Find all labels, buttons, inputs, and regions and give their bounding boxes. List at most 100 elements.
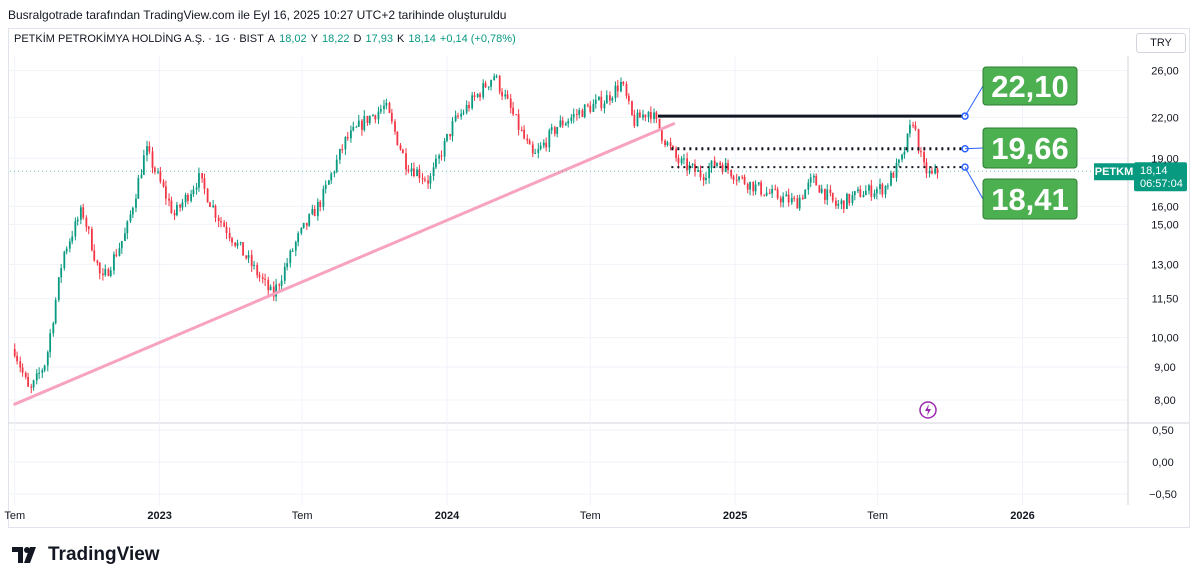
candle-body [886, 185, 889, 187]
candle-body [223, 222, 226, 227]
lightning-bolt-icon [925, 404, 931, 416]
candle-body [294, 242, 297, 251]
label-connector [964, 85, 984, 117]
candle-body [446, 134, 448, 141]
candle-body [407, 169, 410, 172]
candle-body [269, 286, 272, 291]
candle-body [421, 178, 424, 180]
candle-body [76, 219, 79, 222]
candle-body [416, 169, 418, 177]
candle-body [93, 250, 96, 261]
candle-body [746, 183, 749, 190]
candle-body [548, 130, 551, 148]
tradingview-logo[interactable]: TradingView [12, 544, 160, 566]
candle-body [374, 115, 377, 120]
candle-body [622, 81, 625, 84]
currency-button[interactable]: TRY [1136, 33, 1186, 53]
price-tick-label: 22,00 [1151, 112, 1179, 124]
candle-body [104, 269, 107, 276]
candle-body [115, 254, 118, 256]
candle-body [517, 114, 520, 130]
candle-body [195, 187, 198, 190]
candle-body [625, 83, 628, 96]
candle-body [168, 198, 170, 201]
candle-body [879, 184, 881, 190]
candle-body [57, 277, 60, 300]
candle-body [484, 83, 487, 88]
candle-body [322, 188, 325, 207]
candle-body [473, 95, 476, 97]
candle-body [906, 133, 909, 152]
candle-body [65, 248, 68, 252]
indicator-tick-label: −0,50 [1149, 489, 1177, 501]
candle-body [32, 380, 35, 388]
candle-body [118, 248, 121, 256]
candle-body [30, 386, 33, 388]
candle-body [614, 85, 617, 99]
candle-body [327, 180, 330, 185]
candle-body [616, 85, 619, 92]
candle-body [192, 189, 195, 195]
indicator-tick-label: 0,00 [1152, 457, 1173, 469]
candle-body [352, 126, 355, 131]
candle-body [771, 188, 774, 194]
candle-body [901, 154, 903, 160]
price-tick-label: 19,00 [1151, 153, 1179, 165]
candle-body [278, 284, 281, 286]
candle-body [280, 280, 283, 286]
price-tick-label: 15,00 [1151, 219, 1179, 231]
candle-body [377, 111, 380, 120]
candle-body [727, 162, 729, 171]
candle-body [881, 184, 884, 195]
candle-body [173, 213, 176, 216]
candle-body [760, 182, 763, 195]
candle-body [890, 172, 892, 186]
time-tick-label: Tem [292, 510, 313, 522]
candle-body [603, 103, 606, 109]
candle-body [763, 194, 766, 196]
high-label: Y [310, 33, 319, 45]
candle-body [102, 273, 104, 276]
candle-body [479, 94, 481, 98]
time-tick-label: 2026 [1010, 510, 1034, 522]
candle-body [857, 189, 859, 192]
candle-body [664, 140, 666, 146]
candle-body [575, 114, 578, 116]
candle-body [355, 126, 358, 128]
candle-body [934, 168, 937, 174]
candle-body [537, 149, 540, 153]
candle-body [520, 129, 523, 131]
candle-body [627, 95, 630, 102]
time-tick-label: 2025 [723, 510, 747, 522]
tradingview-mark-icon [12, 547, 36, 563]
candle-body [564, 123, 567, 126]
candle-body [694, 164, 696, 173]
candle-body [24, 372, 27, 378]
candle-body [405, 153, 407, 170]
candle-body [27, 377, 30, 387]
candle-body [732, 176, 735, 180]
candle-body [283, 266, 286, 281]
candle-body [13, 349, 16, 357]
candle-body [785, 194, 788, 197]
candle-body [234, 242, 237, 246]
candle-body [443, 140, 446, 157]
candle-body [923, 152, 925, 163]
candle-body [418, 169, 421, 179]
price-tag [1134, 162, 1187, 192]
candle-body [653, 112, 655, 119]
candle-body [300, 227, 303, 234]
candle-body [96, 260, 99, 263]
axis-layer: 26,00 22,00 19,00 16,00 15,00 13,00 11,50 10,00… [4, 66, 1178, 522]
candle-body [214, 205, 217, 218]
time-tick-label: Tem [4, 510, 25, 522]
candle-body [578, 110, 581, 115]
candle-body [658, 118, 661, 130]
symbol-name: PETKİM PETROKİMYA HOLDİNG A.Ş. · 1G · BI… [14, 33, 264, 45]
candle-body [410, 168, 413, 172]
candle-body [451, 120, 454, 137]
candle-body [394, 121, 396, 132]
level-label-text: 18,41 [991, 182, 1069, 217]
price-tag-countdown: 06:57:04 [1140, 178, 1183, 190]
